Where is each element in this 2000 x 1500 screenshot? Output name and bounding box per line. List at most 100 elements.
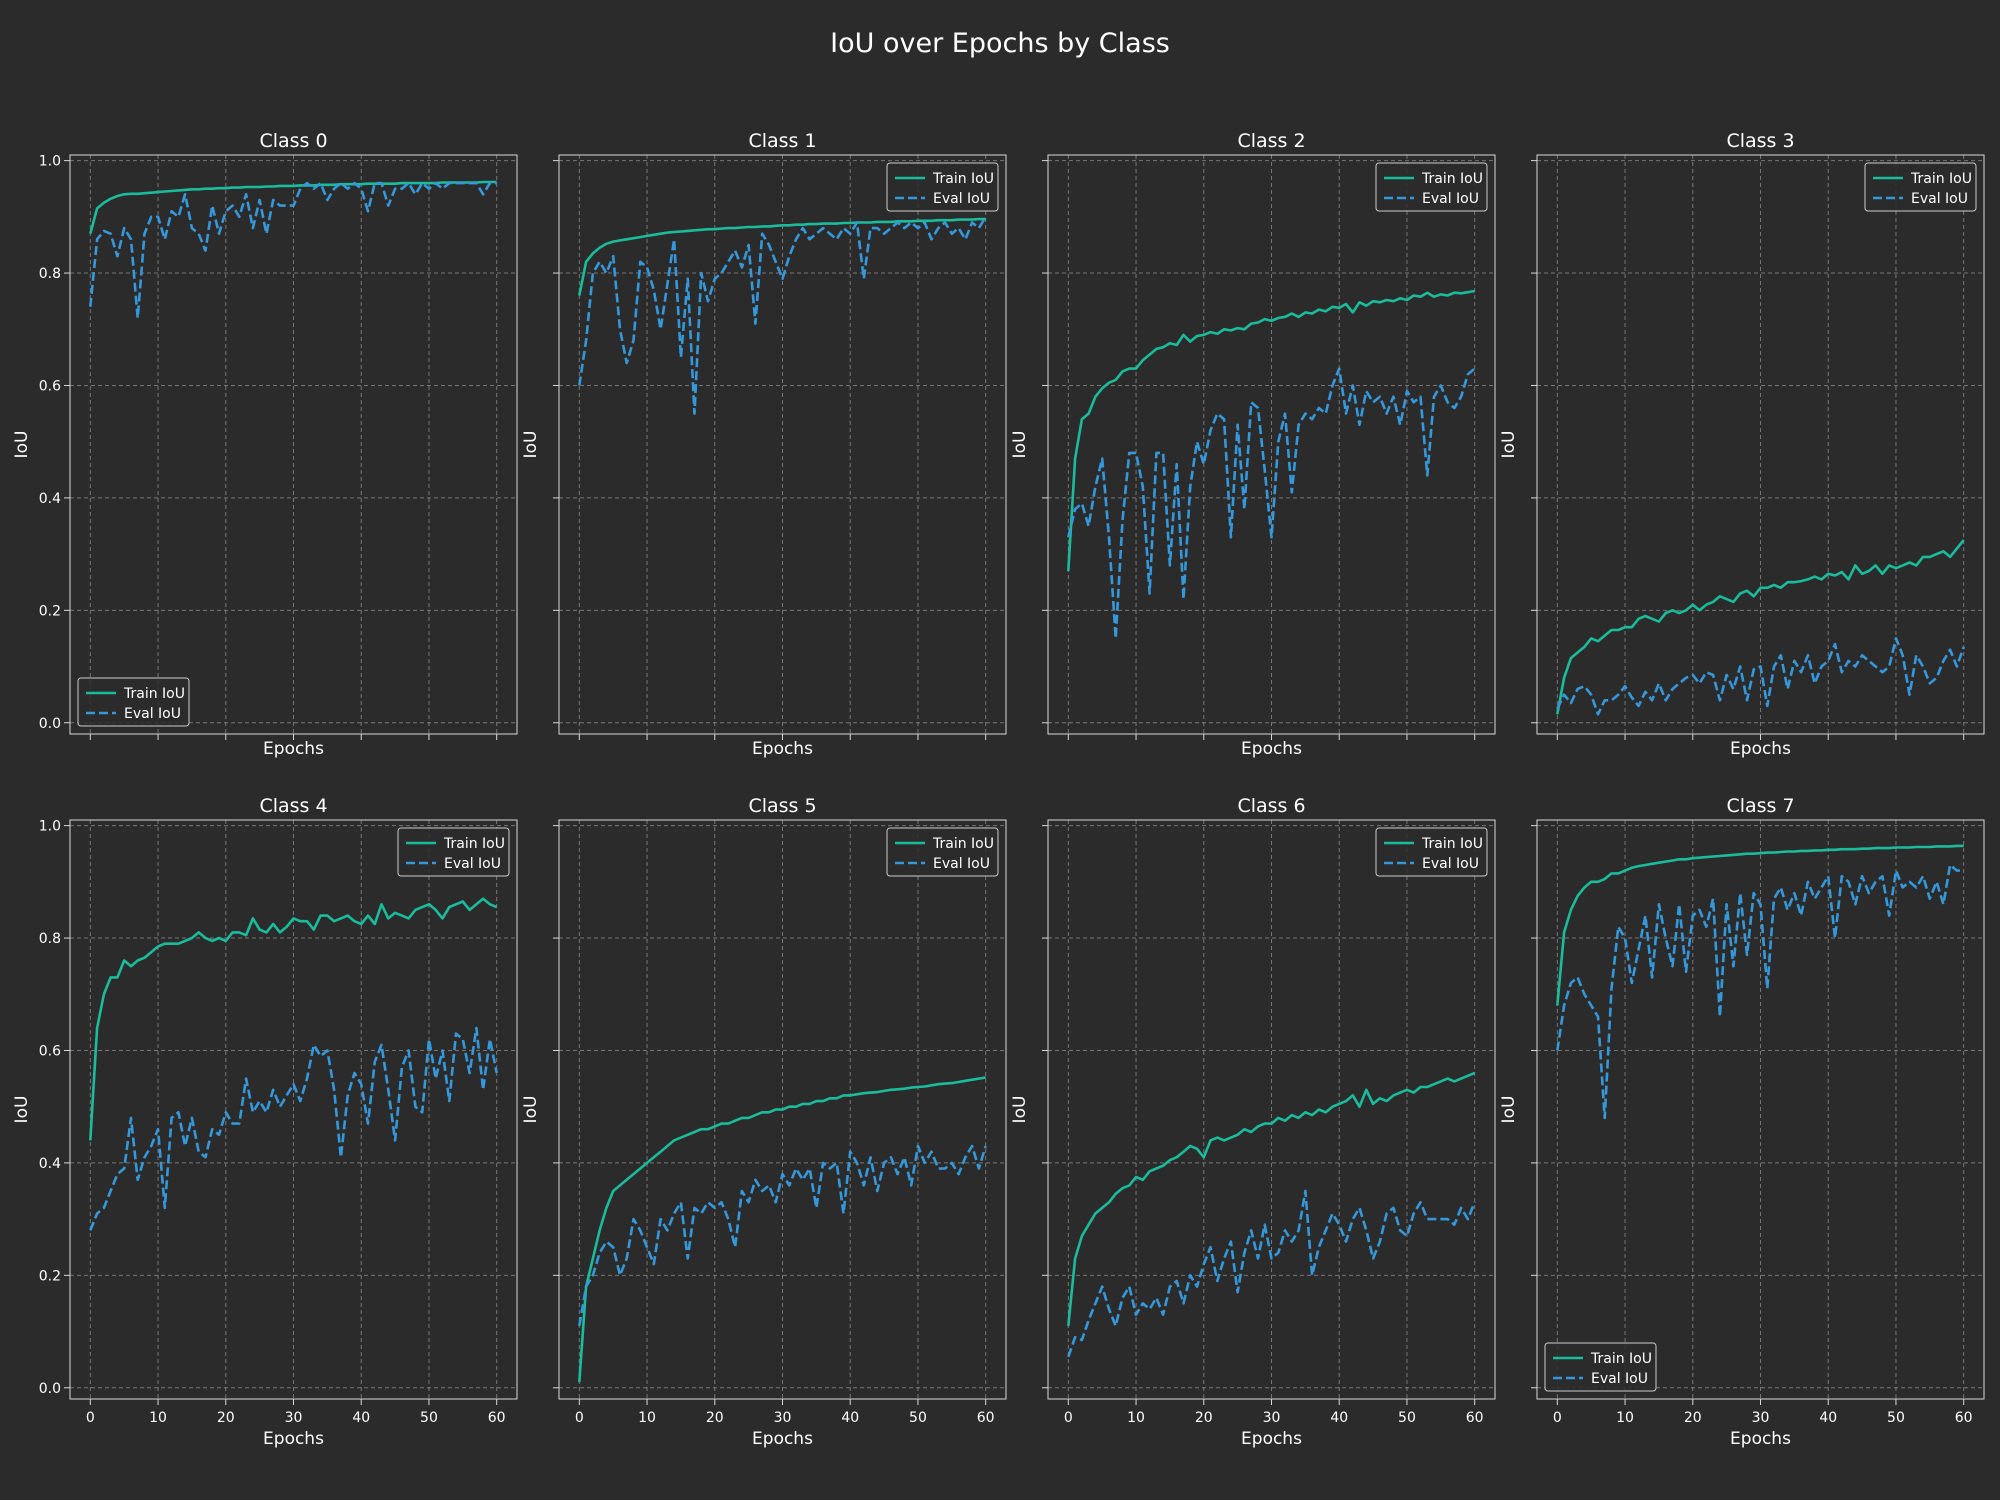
y-tick-label: 0.8	[39, 266, 61, 282]
x-tick-label: 40	[352, 1410, 370, 1426]
subplot-title: Class 0	[259, 130, 327, 152]
legend-label: Train IoU	[1910, 171, 1972, 187]
x-tick-label: 60	[1466, 1410, 1484, 1426]
subplot-title: Class 3	[1726, 130, 1794, 152]
train-iou-line	[578, 1076, 986, 1383]
train-iou-line	[1067, 1071, 1476, 1327]
eval-iou-line	[1556, 863, 1964, 1120]
y-axis-label: IoU	[1499, 431, 1519, 459]
y-tick-label: 0.0	[39, 716, 61, 732]
x-axis-label: Epochs	[1241, 739, 1302, 759]
subplot-class-6: 0 10 20 30 40 50 60 Class 6 Epochs IoU Train IoU Ev…	[1010, 795, 1496, 1449]
y-tick-label: 0.6	[39, 1043, 61, 1059]
legend: Train IoU Eval IoU	[886, 162, 999, 212]
x-tick-label: 10	[1616, 1410, 1634, 1426]
y-tick-label: 0.4	[39, 491, 61, 507]
legend: Train IoU Eval IoU	[397, 827, 510, 877]
x-tick-label: 20	[1684, 1410, 1702, 1426]
y-tick-label: 0.2	[39, 603, 61, 619]
legend-label: Train IoU	[932, 836, 994, 852]
x-tick-label: 60	[977, 1410, 995, 1426]
legend-label: Eval IoU	[124, 706, 181, 722]
legend-label: Train IoU	[1590, 1351, 1652, 1367]
x-tick-label: 0	[1553, 1410, 1562, 1426]
x-tick-label: 50	[909, 1410, 927, 1426]
x-tick-label: 50	[420, 1410, 438, 1426]
x-axis-label: Epochs	[752, 1429, 813, 1449]
x-axis-label: Epochs	[263, 1429, 324, 1449]
legend-label: Eval IoU	[933, 191, 990, 207]
x-tick-label: 40	[1819, 1410, 1837, 1426]
subplot-class-7: 0 10 20 30 40 50 60 Class 7 Epochs IoU Train IoU Ev…	[1499, 795, 1985, 1449]
legend-label: Eval IoU	[1911, 191, 1968, 207]
train-iou-line	[1067, 289, 1475, 572]
x-tick-label: 60	[488, 1410, 506, 1426]
y-axis-label: IoU	[12, 1096, 32, 1124]
y-tick-label: 0.8	[39, 931, 61, 947]
legend-label: Train IoU	[932, 171, 994, 187]
legend-label: Eval IoU	[1422, 856, 1479, 872]
legend-label: Eval IoU	[1422, 191, 1479, 207]
x-tick-label: 10	[1127, 1410, 1145, 1426]
train-iou-line	[89, 180, 497, 235]
x-tick-label: 40	[1330, 1410, 1348, 1426]
y-axis-label: IoU	[1010, 431, 1030, 459]
x-tick-label: 50	[1398, 1410, 1416, 1426]
y-tick-label: 0.4	[39, 1156, 61, 1172]
subplot-grid: 0.0 0.2 0.4 0.6 0.8 1.0 Class 0 Epochs IoU Train …	[12, 130, 1985, 1449]
eval-iou-line	[1067, 1189, 1476, 1358]
subplot-title: Class 5	[748, 795, 816, 817]
x-tick-label: 0	[86, 1410, 95, 1426]
x-tick-label: 20	[706, 1410, 724, 1426]
y-tick-label: 1.0	[39, 154, 61, 170]
subplot-title: Class 6	[1237, 795, 1305, 817]
x-tick-label: 10	[638, 1410, 656, 1426]
legend: Train IoU Eval IoU	[1375, 827, 1488, 877]
subplot-class-2: Class 2 Epochs IoU Train IoU Eval IoU	[1010, 130, 1496, 759]
eval-iou-line	[578, 216, 987, 415]
train-iou-line	[578, 217, 986, 296]
legend: Train IoU Eval IoU	[1375, 162, 1488, 212]
eval-iou-line	[89, 181, 497, 320]
legend-label: Eval IoU	[444, 856, 501, 872]
legend-label: Train IoU	[1421, 836, 1483, 852]
x-tick-label: 50	[1887, 1410, 1905, 1426]
x-axis-label: Epochs	[1730, 739, 1791, 759]
y-tick-label: 1.0	[39, 819, 61, 835]
legend-label: Eval IoU	[1591, 1371, 1648, 1387]
legend-label: Eval IoU	[933, 856, 990, 872]
legend: Train IoU Eval IoU	[1864, 162, 1977, 212]
x-tick-label: 30	[1263, 1410, 1281, 1426]
train-iou-line	[1556, 539, 1965, 715]
figure-title: IoU over Epochs by Class	[830, 28, 1170, 59]
x-tick-label: 40	[841, 1410, 859, 1426]
x-tick-label: 0	[575, 1410, 584, 1426]
x-axis-label: Epochs	[1241, 1429, 1302, 1449]
subplot-class-5: 0 10 20 30 40 50 60 Class 5 Epochs IoU Train IoU Ev…	[521, 795, 1007, 1449]
subplot-class-4: 0.0 0.2 0.4 0.6 0.8 1.0 0 10 20 30 40 50 60 Class 4 Ep…	[12, 795, 518, 1449]
y-axis-label: IoU	[521, 431, 541, 459]
y-tick-label: 0.6	[39, 378, 61, 394]
y-tick-label: 0.2	[39, 1268, 61, 1284]
legend-label: Train IoU	[1421, 171, 1483, 187]
x-tick-label: 20	[1195, 1410, 1213, 1426]
x-tick-label: 20	[217, 1410, 235, 1426]
legend-label: Train IoU	[123, 686, 185, 702]
x-tick-label: 10	[149, 1410, 167, 1426]
eval-iou-line	[89, 1026, 498, 1231]
eval-iou-line	[1067, 367, 1476, 640]
subplot-class-1: Class 1 Epochs IoU Train IoU Eval IoU	[521, 130, 1007, 759]
subplot-title: Class 4	[259, 795, 327, 817]
legend: Train IoU Eval IoU	[77, 677, 190, 727]
legend: Train IoU Eval IoU	[1544, 1342, 1657, 1392]
train-iou-line	[1556, 844, 1964, 1006]
y-axis-label: IoU	[12, 431, 32, 459]
subplot-title: Class 7	[1726, 795, 1794, 817]
x-tick-label: 30	[285, 1410, 303, 1426]
eval-iou-line	[578, 1144, 987, 1327]
eval-iou-line	[1556, 637, 1965, 716]
y-axis-label: IoU	[521, 1096, 541, 1124]
x-axis-label: Epochs	[1730, 1429, 1791, 1449]
legend-label: Train IoU	[443, 836, 505, 852]
